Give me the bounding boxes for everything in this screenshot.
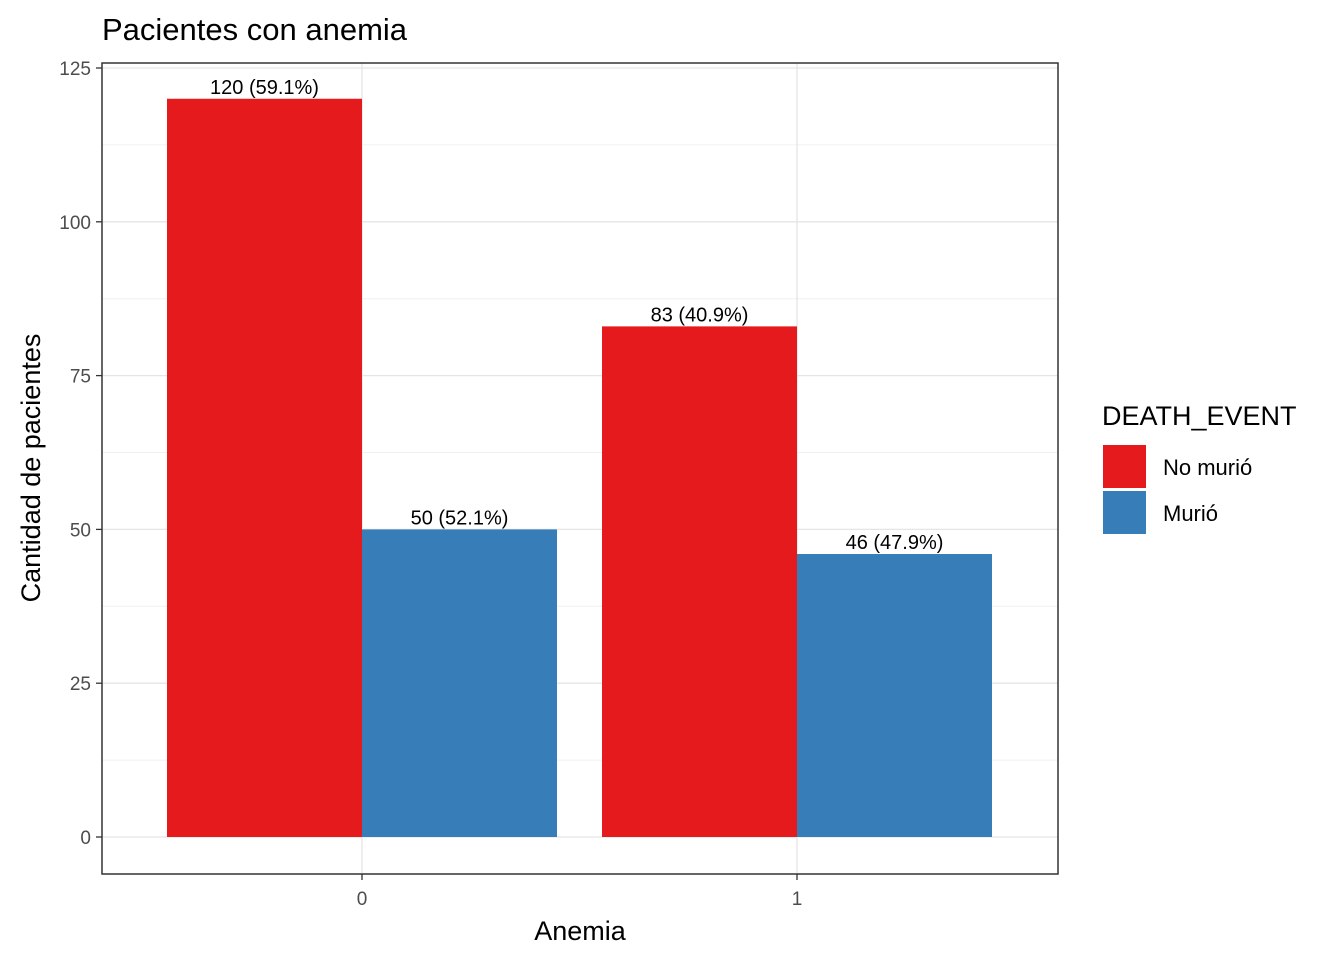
y-axis: 0 25 50 75 100 125 — [59, 59, 102, 849]
bar-label: 50 (52.1%) — [411, 507, 509, 529]
y-tick-label: 50 — [70, 520, 91, 541]
y-tick-label: 75 — [70, 367, 91, 388]
legend-label: No murió — [1163, 455, 1252, 480]
x-axis-title: Anemia — [534, 916, 627, 946]
legend-title: DEATH_EVENT — [1102, 401, 1297, 431]
bar — [362, 529, 557, 837]
bar-label: 46 (47.9%) — [846, 532, 944, 554]
legend-key — [1103, 445, 1146, 488]
plot-border — [101, 62, 1059, 875]
legend-label: Murió — [1163, 501, 1218, 526]
bar-labels: 120 (59.1%) 50 (52.1%) 83 (40.9%) 46 (47.9%… — [210, 77, 943, 554]
x-tick-label: 0 — [357, 889, 368, 910]
y-tick-label: 25 — [70, 674, 91, 695]
bar-label: 120 (59.1%) — [210, 77, 319, 99]
bars — [167, 98, 992, 837]
y-tick-label: 100 — [59, 213, 91, 234]
x-tick-label: 1 — [792, 889, 803, 910]
y-axis-title: Cantidad de pacientes — [16, 334, 46, 603]
bar — [602, 326, 797, 837]
legend-items: No murió Murió — [1103, 445, 1252, 534]
bar — [797, 554, 992, 837]
legend: DEATH_EVENT No murió Murió — [1102, 401, 1297, 534]
bar-label: 83 (40.9%) — [651, 304, 749, 326]
plot-area: 120 (59.1%) 50 (52.1%) 83 (40.9%) 46 (47.9%… — [101, 62, 1059, 875]
y-tick-label: 125 — [59, 59, 91, 80]
bar — [167, 98, 362, 837]
chart-title: Pacientes con anemia — [102, 12, 408, 47]
legend-key — [1103, 491, 1146, 534]
y-tick-label: 0 — [80, 828, 91, 849]
